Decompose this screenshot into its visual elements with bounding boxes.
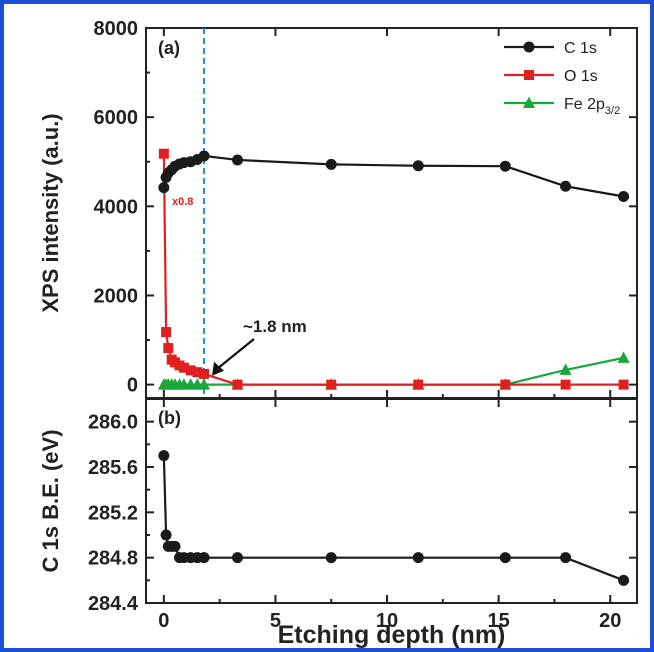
point-o-1s — [161, 327, 172, 338]
point-c1s-be — [325, 552, 337, 564]
series-line-c1s-be — [162, 455, 625, 582]
point-o-1s — [500, 379, 511, 390]
panel-a-ylabel: XPS intensity (a.u.) — [38, 113, 63, 312]
point-fe-2p — [559, 363, 572, 375]
legend-marker-c-1s — [523, 41, 535, 53]
depth-marker-label: ~1.8 nm — [243, 317, 307, 336]
panel-b-xtick-label: 5 — [270, 610, 281, 632]
point-o-1s — [413, 379, 424, 390]
panel-b-xtick-label: 0 — [158, 610, 169, 632]
panel-a-ytick-label: 2000 — [94, 285, 139, 307]
point-c-1s — [412, 160, 424, 172]
point-c-1s — [232, 154, 244, 166]
point-c-1s — [618, 191, 630, 203]
point-c1s-be — [499, 552, 511, 564]
point-c-1s — [325, 158, 337, 170]
point-o-1s — [560, 379, 571, 390]
point-o-1s — [178, 362, 189, 373]
series-line-o-1s — [162, 153, 624, 386]
point-o-1s — [326, 379, 337, 390]
depth-marker-arrow-shaft — [215, 338, 255, 371]
panel-b-label: (b) — [158, 408, 181, 428]
depth-marker-arrow-head — [212, 361, 225, 376]
panel-b-xtick-label: 20 — [599, 610, 621, 632]
panel-a-ytick-label: 8000 — [94, 18, 139, 40]
panel-a-ytick-label: 4000 — [94, 196, 139, 218]
point-c1s-be — [158, 450, 170, 462]
x-axis-title: Etching depth (nm) — [278, 621, 506, 648]
panel-b-xtick-label: 10 — [376, 610, 398, 632]
panel-b-frame — [145, 398, 638, 604]
panel-b-ytick-label: 285.2 — [88, 502, 138, 524]
point-o-1s — [199, 368, 210, 379]
point-c1s-be — [560, 552, 572, 564]
point-c1s-be — [412, 552, 424, 564]
legend-marker-fe-2p — [523, 96, 535, 108]
point-o-1s — [192, 367, 203, 378]
point-o-1s — [163, 343, 174, 354]
legend-subscript-fe-2p: 3/2 — [605, 105, 620, 117]
panel-b-xtick-label: 15 — [488, 610, 510, 632]
point-c1s-be — [169, 540, 181, 552]
legend-label-o-1s: O 1s — [564, 68, 598, 85]
point-o-1s — [158, 148, 169, 159]
point-o-1s — [185, 365, 196, 376]
panel-b-ylabel: C 1s B.E. (eV) — [38, 429, 63, 572]
panel-b-ytick-label: 285.6 — [88, 457, 138, 479]
o1s-scale-note: x0.8 — [172, 196, 193, 208]
legend-marker-o-1s — [524, 70, 534, 80]
point-o-1s — [618, 379, 629, 390]
point-c1s-be — [232, 552, 244, 564]
point-fe-2p — [198, 378, 211, 390]
point-c-1s — [560, 180, 572, 192]
legend-label-fe-2p: Fe 2p3/2 — [564, 96, 620, 117]
panel-a-label: (a) — [158, 38, 180, 58]
panel-a-ytick-label: 6000 — [94, 107, 139, 129]
point-c-1s — [499, 160, 511, 172]
point-c1s-be — [618, 574, 630, 586]
panel-b-ytick-label: 284.8 — [88, 548, 138, 570]
panel-a-ytick-label: 0 — [127, 375, 138, 397]
panel-b-ytick-label: 284.4 — [88, 593, 139, 615]
panel-b-ytick-label: 286.0 — [88, 412, 138, 434]
point-c1s-be — [198, 552, 210, 564]
legend-label-c-1s: C 1s — [564, 40, 597, 57]
point-fe-2p — [617, 351, 630, 363]
point-c-1s — [198, 150, 210, 162]
point-c-1s — [158, 182, 170, 194]
xps-depth-profile-chart: 0 2000 4000 6000 8000 284.4 284.8 285.2 285.6 286… — [38, 18, 638, 648]
point-c1s-be — [160, 529, 172, 541]
point-o-1s — [232, 379, 243, 390]
